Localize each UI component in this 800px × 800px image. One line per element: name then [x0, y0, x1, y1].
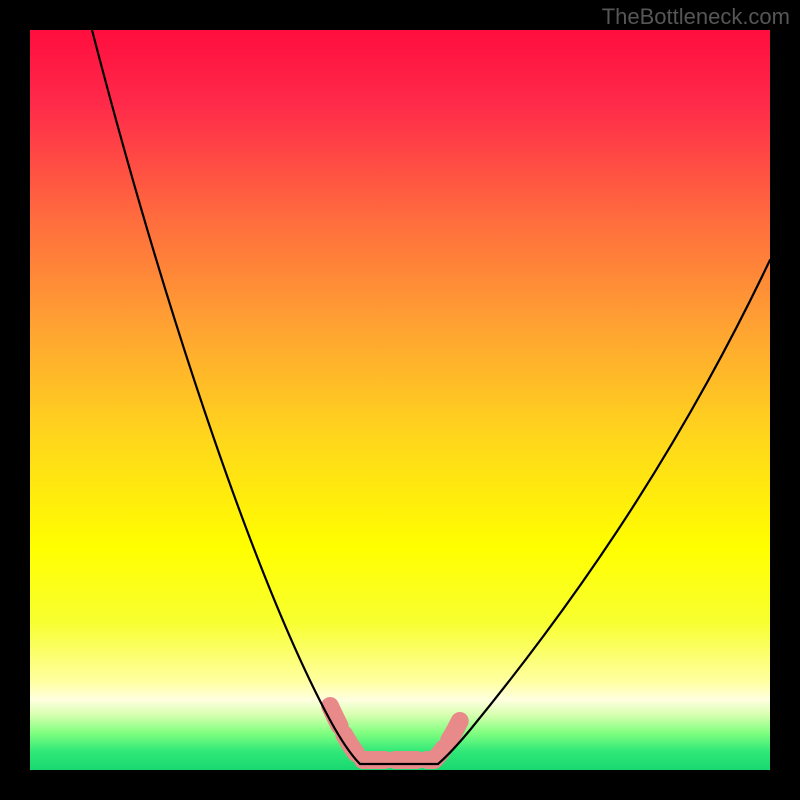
gradient-background [30, 30, 770, 770]
chart-frame: TheBottleneck.com [0, 0, 800, 800]
watermark-text: TheBottleneck.com [602, 4, 790, 30]
bottleneck-chart [0, 0, 800, 800]
plot-area [30, 30, 770, 770]
